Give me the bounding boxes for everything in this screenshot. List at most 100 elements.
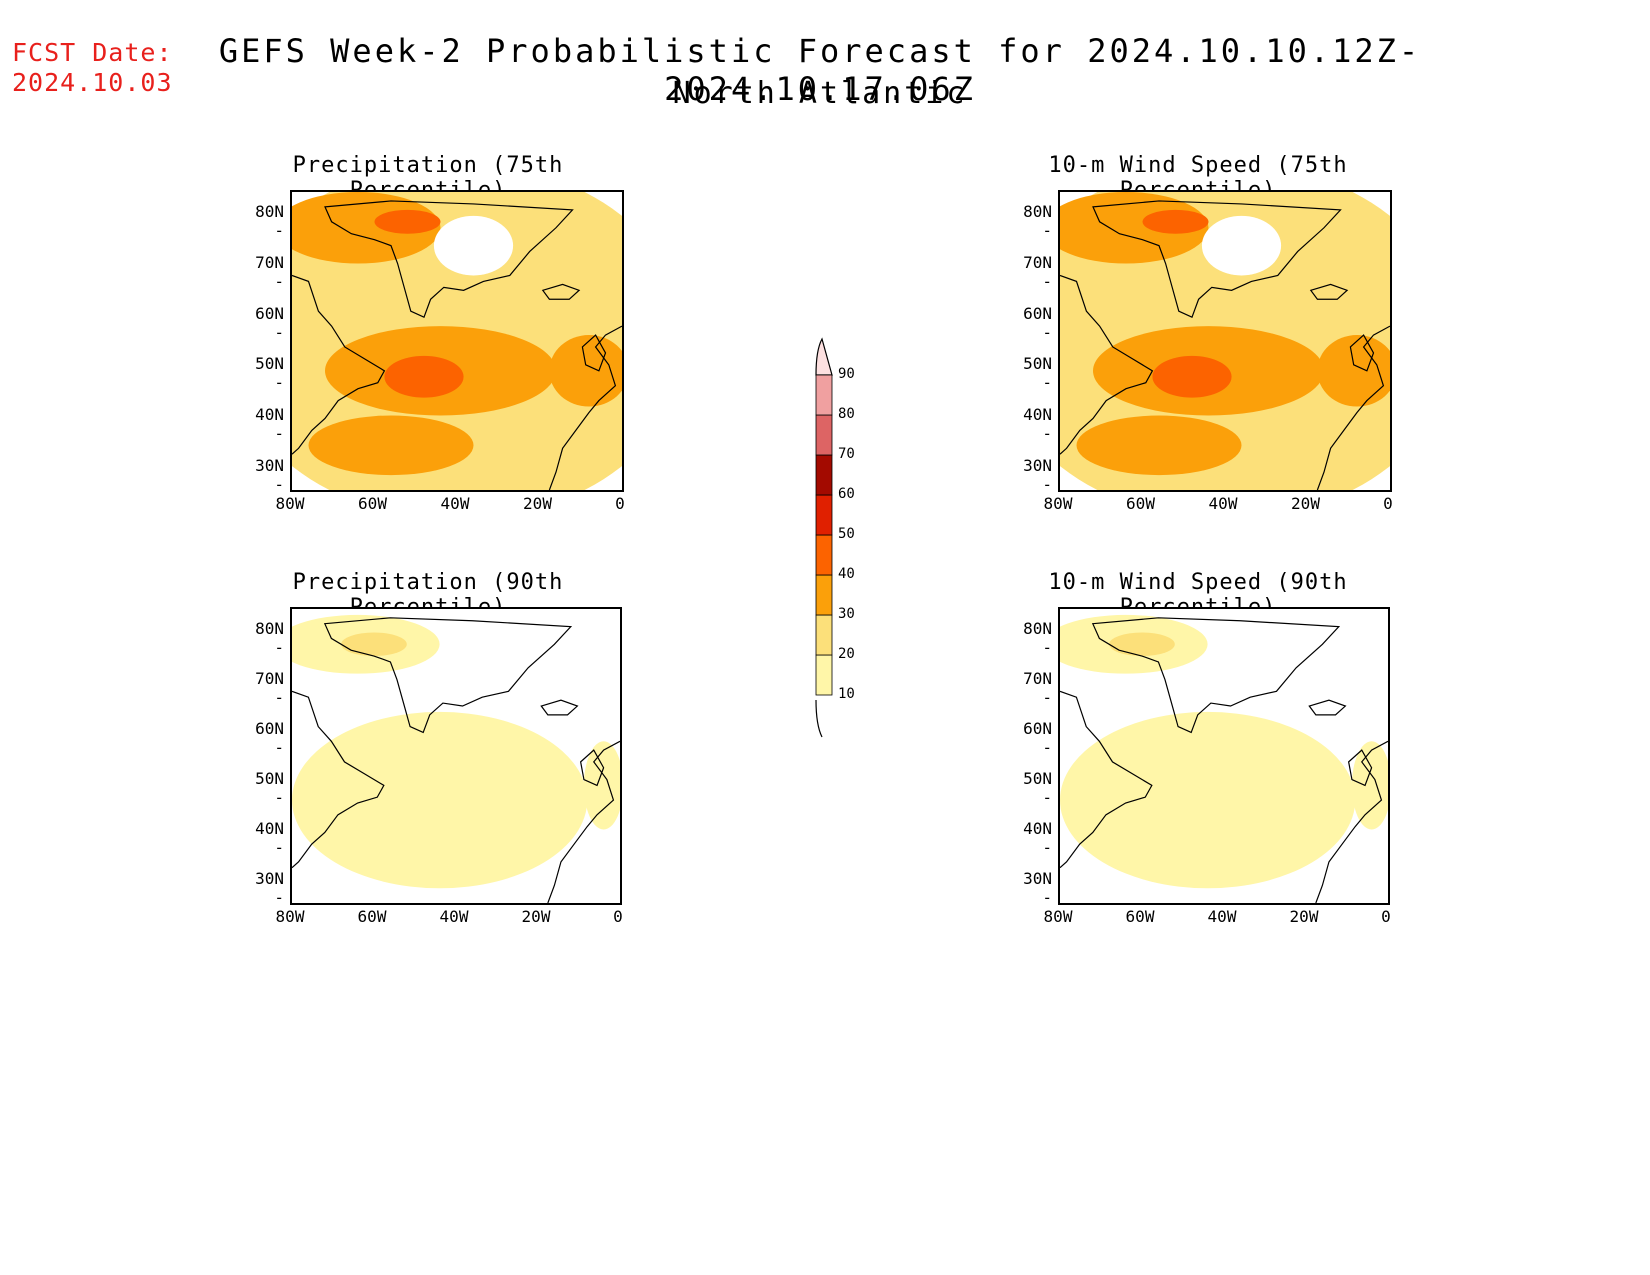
colorbar-segment [815, 454, 833, 496]
lat-tick-label: 70N - [255, 669, 284, 707]
colorbar-label: 30 [838, 606, 855, 622]
shaded-region [292, 192, 441, 264]
shaded-region [308, 415, 474, 476]
shaded-region [1317, 335, 1390, 407]
map-wind-90 [1058, 607, 1390, 905]
coastline [1309, 700, 1345, 715]
lon-tick-label: 60W [357, 907, 387, 926]
fcst-date-value: 2024.10.03 [12, 68, 173, 97]
colorbar [815, 337, 833, 738]
shaded-region [583, 741, 620, 830]
lon-tick-label: 0 [613, 907, 623, 926]
colorbar-label: 70 [838, 446, 855, 462]
lat-tick-label: 40N - [1023, 405, 1052, 444]
lon-tick-label: 80W [1043, 907, 1073, 926]
map-canvas [292, 192, 622, 490]
lon-tick-label: 40W [439, 907, 469, 926]
lat-tick-label: 50N - [1023, 354, 1052, 393]
coastline [1350, 335, 1373, 371]
lon-tick-label: 60W [1125, 907, 1155, 926]
colorbar-label: 40 [838, 566, 855, 582]
lat-tick-label: 50N - [1023, 769, 1052, 807]
fcst-date-block: FCST Date: 2024.10.03 [12, 38, 173, 98]
map-precip-90 [290, 607, 622, 905]
lat-tick-label: 30N - [1023, 456, 1052, 494]
shaded-region [1351, 741, 1388, 830]
shaded-region [433, 215, 514, 276]
lon-tick-label: 20W [1291, 494, 1320, 513]
colorbar-label: 90 [838, 366, 855, 382]
lon-tick-label: 40W [1208, 494, 1238, 513]
lat-tick-label: 40N - [255, 405, 284, 444]
lon-tick-label: 80W [1043, 494, 1073, 513]
coastline [1060, 691, 1152, 867]
lat-tick-label: 30N - [255, 869, 284, 907]
lat-tick-label: 80N - [255, 619, 284, 657]
coastline [325, 618, 571, 733]
shaded-region [1142, 209, 1209, 234]
coastline [1093, 201, 1341, 317]
lon-tick-label: 20W [1289, 907, 1319, 926]
region-title: North Atlantic [672, 76, 968, 111]
coastline [543, 284, 579, 299]
shaded-region [374, 209, 441, 234]
colorbar-tip [815, 337, 833, 376]
map-canvas [1060, 192, 1390, 490]
lon-tick-label: 80W [275, 907, 305, 926]
coastline [1311, 284, 1347, 299]
colorbar-segment [815, 494, 833, 536]
shaded-region [292, 711, 588, 889]
colorbar-label: 50 [838, 526, 855, 542]
coastline [325, 201, 573, 317]
map-precip-75 [290, 190, 624, 492]
shaded-region [1109, 632, 1175, 657]
lat-tick-label: 80N - [1023, 619, 1052, 657]
lon-tick-label: 0 [1381, 907, 1391, 926]
colorbar-segment [815, 534, 833, 576]
lat-tick-label: 30N - [255, 456, 284, 494]
colorbar-tail [815, 699, 823, 738]
lon-tick-label: 60W [1126, 494, 1155, 513]
lon-tick-label: 80W [275, 494, 305, 513]
coastline [581, 750, 604, 785]
colorbar-label: 60 [838, 486, 855, 502]
lat-tick-label: 40N - [255, 819, 284, 857]
shaded-region [1076, 415, 1242, 476]
coastline [1093, 618, 1339, 733]
colorbar-segment [815, 414, 833, 456]
lon-tick-label: 40W [440, 494, 470, 513]
lat-tick-label: 70N - [1023, 669, 1052, 707]
colorbar-segment [815, 614, 833, 656]
map-canvas [292, 609, 620, 903]
shaded-region [1201, 215, 1282, 276]
lat-tick-label: 50N - [255, 354, 284, 393]
lat-tick-label: 70N - [255, 252, 284, 291]
shaded-region [1060, 711, 1356, 889]
lat-tick-label: 60N - [1023, 303, 1052, 342]
coastline [1060, 275, 1152, 454]
lon-tick-label: 40W [1207, 907, 1237, 926]
shaded-region [1060, 192, 1209, 264]
map-canvas [1060, 609, 1388, 903]
coastline [292, 691, 384, 867]
lon-tick-label: 20W [521, 907, 551, 926]
coastline [1316, 741, 1388, 903]
colorbar-segment [815, 574, 833, 616]
lat-tick-label: 50N - [255, 769, 284, 807]
shaded-region [384, 355, 464, 398]
main-title: GEFS Week-2 Probabilistic Forecast for 2… [218, 32, 1422, 108]
lat-tick-label: 60N - [255, 719, 284, 757]
coastline [541, 700, 577, 715]
coastline [548, 741, 620, 903]
lat-tick-label: 30N - [1023, 869, 1052, 907]
shaded-region [549, 335, 622, 407]
colorbar-label: 20 [838, 646, 855, 662]
lat-tick-label: 60N - [1023, 719, 1052, 757]
coastline [292, 275, 384, 454]
coastline [1349, 750, 1372, 785]
lat-tick-label: 70N - [1023, 252, 1052, 291]
fcst-date-label: FCST Date: [12, 38, 173, 67]
map-wind-75 [1058, 190, 1392, 492]
lon-tick-label: 60W [358, 494, 387, 513]
colorbar-segment [815, 374, 833, 416]
